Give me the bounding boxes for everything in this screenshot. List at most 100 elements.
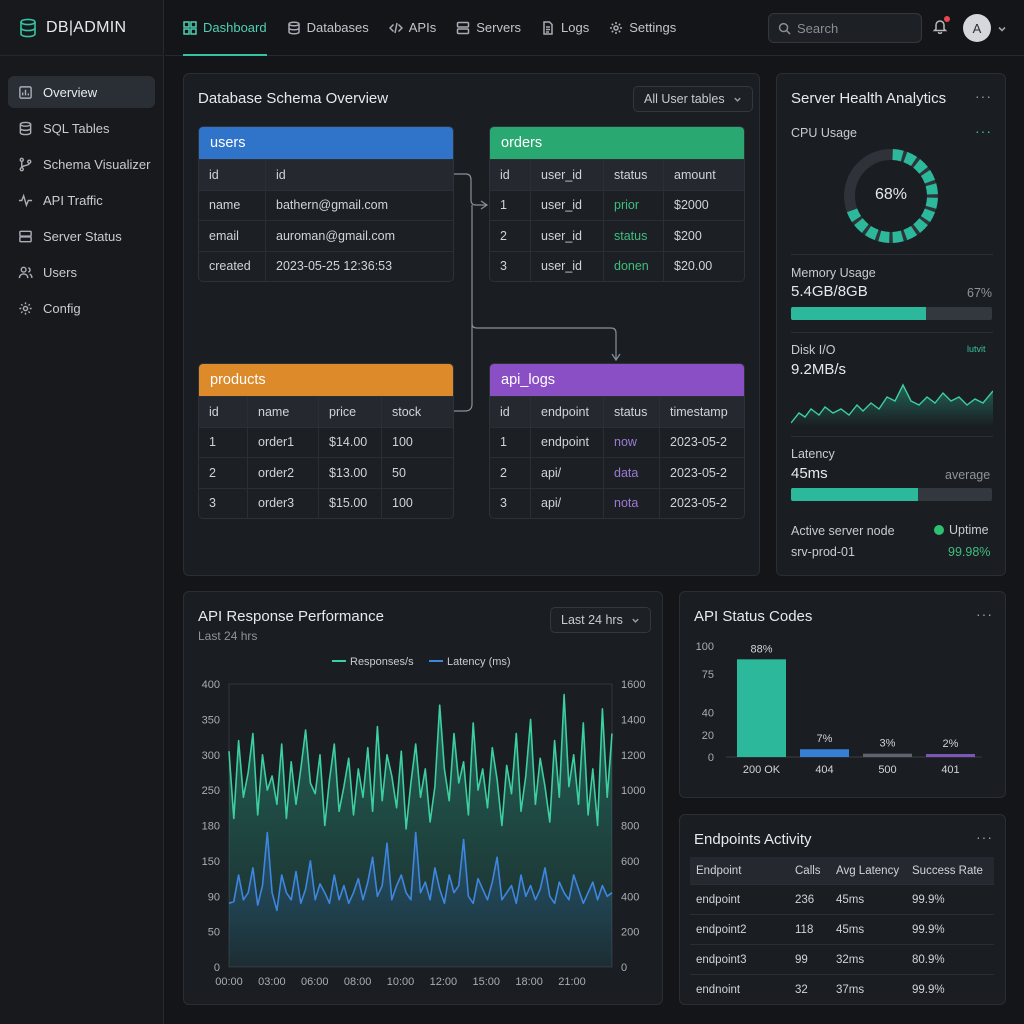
endpoints-table: Endpoint Calls Avg Latency Success Rate … xyxy=(690,857,994,997)
y-axis-tick-right: 200 xyxy=(621,927,639,939)
memory-percent: 67% xyxy=(967,286,993,300)
table-cell: id xyxy=(500,167,510,182)
sidebar-item-schema-visualizer[interactable]: Schema Visualizer xyxy=(8,148,155,180)
table-cell: status xyxy=(603,397,659,427)
series-area xyxy=(229,832,612,967)
table-row[interactable]: endnoint 32 37ms 99.9% xyxy=(690,975,994,997)
more-options-icon[interactable]: ··· xyxy=(975,123,992,139)
x-axis-tick: 00:00 xyxy=(215,976,243,988)
table-cell: api/ xyxy=(530,458,603,488)
tab-label: Servers xyxy=(476,20,522,35)
bell-icon xyxy=(932,20,948,35)
schema-table-products[interactable]: products id name price stock 1 order1 $1… xyxy=(198,363,454,519)
sidebar-item-label: Overview xyxy=(43,84,98,100)
table-name: users xyxy=(210,135,246,151)
sidebar-item-sql-tables[interactable]: SQL Tables xyxy=(8,112,155,144)
search-input[interactable] xyxy=(797,20,907,36)
table-cell: user_id xyxy=(530,221,603,251)
sidebar-item-users[interactable]: Users xyxy=(8,256,155,288)
more-options-icon[interactable]: ··· xyxy=(976,829,993,845)
table-cell: user_id xyxy=(530,160,603,190)
divider xyxy=(791,332,993,333)
table-cell: 1 xyxy=(209,435,216,450)
table-row[interactable]: endpoint3 99 32ms 80.9% xyxy=(690,945,994,975)
time-range-dropdown[interactable]: Last 24 hrs xyxy=(550,607,651,633)
x-axis-tick: 03:00 xyxy=(258,976,286,988)
x-axis-tick: 18:00 xyxy=(515,976,543,988)
y-axis-tick-right: 800 xyxy=(621,821,639,833)
table-cell: $20.00 xyxy=(663,251,744,281)
cpu-label: CPU Usage xyxy=(791,126,857,140)
table-cell: name xyxy=(209,198,241,213)
bar[interactable] xyxy=(800,749,849,757)
cpu-gauge-segment xyxy=(903,151,918,167)
table-cell: 45ms xyxy=(836,923,865,936)
y-axis-tick-right: 400 xyxy=(621,891,639,903)
table-row: 2 api/ data 2023-05-2 xyxy=(490,457,744,488)
tab-databases[interactable]: Databases xyxy=(287,0,369,56)
bar[interactable] xyxy=(863,753,912,757)
table-row: id endpoint status timestamp xyxy=(490,396,744,427)
table-cell: 99.9% xyxy=(912,923,945,936)
table-cell: api/ xyxy=(530,488,603,518)
category-label: 200 OK xyxy=(743,764,781,776)
divider xyxy=(791,436,993,437)
table-row[interactable]: endpoint2 118 45ms 99.9% xyxy=(690,915,994,945)
cpu-gauge xyxy=(844,149,938,243)
notifications-button[interactable] xyxy=(932,16,950,36)
table-cell: endpoint xyxy=(530,397,603,427)
y-axis-tick-right: 1600 xyxy=(621,679,645,691)
y-axis-tick-left: 400 xyxy=(202,679,220,691)
table-row[interactable]: endpoint 236 45ms 99.9% xyxy=(690,885,994,915)
table-filter-dropdown[interactable]: All User tables xyxy=(633,86,753,112)
bar[interactable] xyxy=(737,659,786,757)
uptime-value: 99.98% xyxy=(948,545,991,559)
database-logo-icon xyxy=(20,18,36,37)
y-axis-tick-right: 1200 xyxy=(621,750,645,762)
tab-servers[interactable]: Servers xyxy=(456,0,521,56)
relationship-lines xyxy=(454,173,621,412)
table-header-api-logs: api_logs xyxy=(490,364,744,396)
server-icon xyxy=(19,230,32,242)
sidebar-item-overview[interactable]: Overview xyxy=(8,76,155,108)
chevron-down-icon[interactable] xyxy=(997,22,1007,32)
cpu-gauge-segment xyxy=(846,208,862,223)
brand[interactable]: DB|ADMIN xyxy=(0,0,163,56)
sidebar-item-api-traffic[interactable]: API Traffic xyxy=(8,184,155,216)
data-label: 3% xyxy=(880,738,896,750)
tab-settings[interactable]: Settings xyxy=(609,0,676,56)
x-axis-tick: 10:00 xyxy=(387,976,415,988)
y-axis-tick: 40 xyxy=(702,708,714,720)
schema-table-users[interactable]: users id id name bathern@gmail.com email… xyxy=(198,126,454,282)
sidebar-item-config[interactable]: Config xyxy=(8,292,155,324)
top-tabs: Dashboard Databases APIs Servers Logs Se… xyxy=(165,0,676,56)
more-options-icon[interactable]: ··· xyxy=(975,88,992,104)
table-cell: status xyxy=(603,160,663,190)
users-icon xyxy=(18,266,33,278)
bar[interactable] xyxy=(926,754,975,757)
table-cell: 2 xyxy=(500,228,507,243)
table-cell: 2023-05-2 xyxy=(659,458,744,488)
x-axis-tick: 21:00 xyxy=(558,976,586,988)
table-cell: id xyxy=(209,167,219,182)
dropdown-value: Last 24 hrs xyxy=(561,613,623,627)
sidebar-item-label: Server Status xyxy=(43,228,122,244)
table-cell: amount xyxy=(663,160,744,190)
database-icon xyxy=(19,121,32,135)
tab-dashboard[interactable]: Dashboard xyxy=(183,0,267,56)
endpoints-panel: Endpoints Activity ··· xyxy=(679,814,1006,1005)
schema-table-api-logs[interactable]: api_logs id endpoint status timestamp 1 … xyxy=(489,363,745,519)
tab-logs[interactable]: Logs xyxy=(541,0,589,56)
sidebar-item-server-status[interactable]: Server Status xyxy=(8,220,155,252)
avatar[interactable]: A xyxy=(963,14,991,42)
table-name: products xyxy=(210,372,266,388)
code-icon xyxy=(388,22,403,33)
table-cell: auroman@gmail.com xyxy=(265,221,453,251)
more-options-icon[interactable]: ··· xyxy=(976,606,993,622)
schema-table-orders[interactable]: orders id user_id status amount 1 user_i… xyxy=(489,126,745,282)
table-cell: 1 xyxy=(500,435,507,450)
tab-apis[interactable]: APIs xyxy=(388,0,436,56)
status-cell: nota xyxy=(603,488,659,518)
file-icon xyxy=(543,20,553,35)
status-cell: status xyxy=(603,221,663,251)
